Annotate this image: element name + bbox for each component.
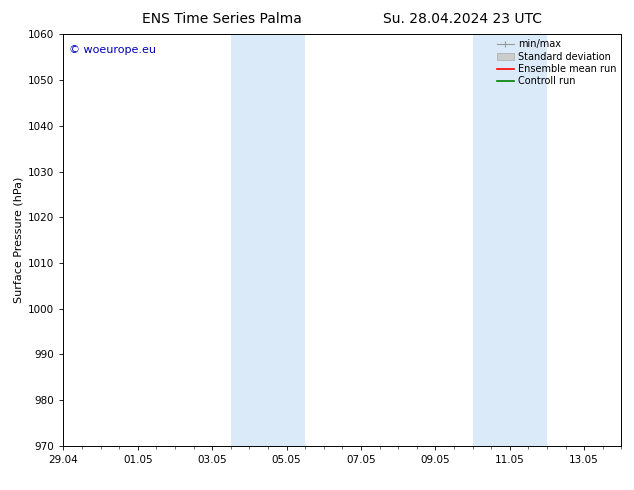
Text: Su. 28.04.2024 23 UTC: Su. 28.04.2024 23 UTC (384, 12, 542, 26)
Bar (231, 34, 305, 446)
Bar (472, 34, 547, 446)
Y-axis label: Surface Pressure (hPa): Surface Pressure (hPa) (14, 177, 24, 303)
Text: ENS Time Series Palma: ENS Time Series Palma (142, 12, 302, 26)
Text: © woeurope.eu: © woeurope.eu (69, 45, 156, 54)
Legend: min/max, Standard deviation, Ensemble mean run, Controll run: min/max, Standard deviation, Ensemble me… (495, 37, 618, 88)
